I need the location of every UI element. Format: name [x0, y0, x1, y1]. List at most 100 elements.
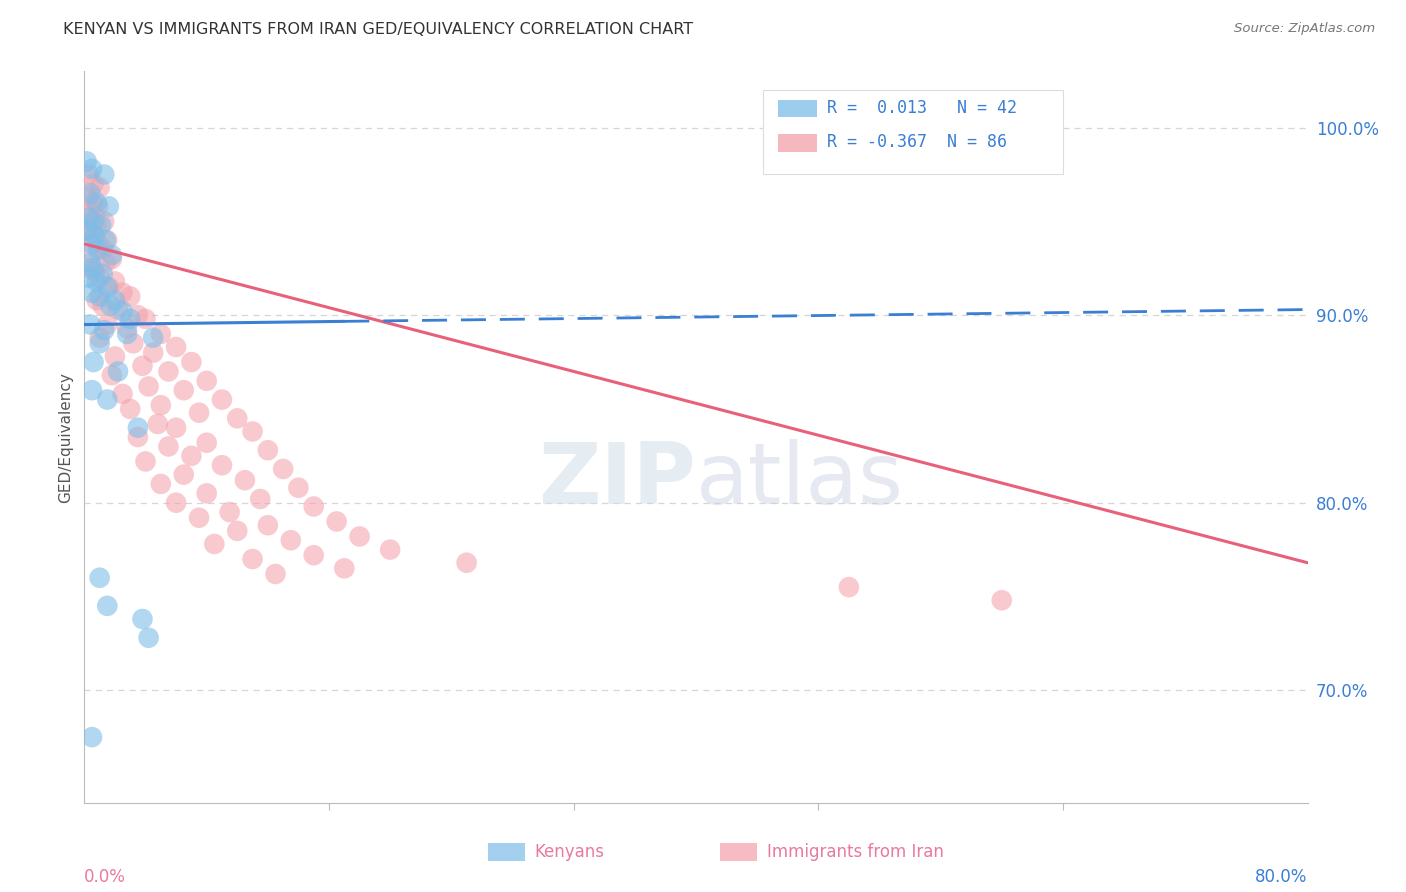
Point: [165, 496, 187, 510]
Point: [87, 243, 110, 257]
Point: [96, 233, 118, 247]
Point: [302, 548, 325, 562]
Point: [991, 593, 1014, 607]
Point: [211, 458, 233, 473]
Text: Immigrants from Iran: Immigrants from Iran: [766, 843, 943, 861]
Text: Source: ZipAtlas.com: Source: ZipAtlas.com: [1234, 22, 1375, 36]
Point: [142, 345, 165, 359]
Point: [173, 467, 195, 482]
Point: [80, 236, 103, 251]
Point: [79, 261, 101, 276]
Point: [80, 383, 103, 397]
Point: [195, 486, 218, 500]
Point: [80, 161, 103, 176]
Point: [111, 387, 134, 401]
Point: [122, 336, 145, 351]
Point: [77, 224, 100, 238]
Point: [188, 510, 211, 524]
Point: [165, 420, 187, 434]
Point: [79, 255, 101, 269]
Point: [218, 505, 240, 519]
Point: [96, 280, 118, 294]
Point: [93, 168, 115, 182]
Point: [93, 323, 115, 337]
Point: [86, 218, 108, 232]
Text: atlas: atlas: [696, 440, 904, 523]
Point: [302, 500, 325, 514]
Point: [195, 435, 218, 450]
Point: [131, 612, 153, 626]
Point: [115, 321, 138, 335]
Point: [94, 255, 117, 269]
Point: [90, 218, 112, 232]
Point: [104, 274, 127, 288]
Point: [173, 383, 195, 397]
Point: [96, 599, 118, 613]
Bar: [778, 100, 817, 118]
FancyBboxPatch shape: [763, 90, 1063, 174]
Point: [77, 270, 100, 285]
Point: [226, 411, 249, 425]
Point: [257, 518, 280, 533]
Point: [83, 227, 105, 242]
Point: [76, 224, 98, 238]
Point: [202, 537, 225, 551]
Point: [76, 190, 98, 204]
Point: [89, 270, 111, 285]
Point: [89, 331, 111, 345]
Point: [107, 364, 129, 378]
Point: [233, 473, 256, 487]
Point: [271, 462, 294, 476]
Point: [80, 285, 103, 300]
Point: [97, 280, 120, 294]
Point: [242, 552, 264, 566]
Point: [80, 195, 103, 210]
Point: [96, 318, 118, 332]
Point: [94, 233, 117, 247]
Point: [138, 379, 160, 393]
Point: [96, 392, 118, 407]
Point: [838, 580, 860, 594]
Point: [135, 312, 157, 326]
Point: [180, 355, 202, 369]
Bar: [720, 843, 758, 862]
Point: [226, 524, 249, 538]
Point: [115, 326, 138, 341]
Point: [257, 443, 280, 458]
Point: [142, 331, 165, 345]
Point: [111, 285, 134, 300]
Point: [97, 199, 120, 213]
Point: [89, 336, 111, 351]
Point: [104, 350, 127, 364]
Point: [149, 477, 172, 491]
Point: [91, 243, 114, 257]
Point: [157, 364, 180, 378]
Point: [79, 205, 101, 219]
Point: [380, 542, 402, 557]
Point: [93, 214, 115, 228]
Point: [349, 529, 371, 543]
Point: [84, 229, 107, 244]
Point: [127, 420, 149, 434]
Point: [149, 398, 172, 412]
Point: [180, 449, 202, 463]
Point: [80, 246, 103, 260]
Text: R =  0.013   N = 42: R = 0.013 N = 42: [827, 99, 1017, 117]
Point: [89, 571, 111, 585]
Point: [83, 214, 105, 228]
Text: Kenyans: Kenyans: [534, 843, 605, 861]
Point: [157, 440, 180, 454]
Point: [86, 274, 108, 288]
Point: [76, 154, 98, 169]
Point: [83, 177, 105, 191]
Point: [101, 252, 124, 266]
Point: [131, 359, 153, 373]
Point: [195, 374, 218, 388]
Point: [280, 533, 302, 548]
Point: [107, 302, 129, 317]
Point: [84, 265, 107, 279]
Point: [84, 211, 107, 225]
Point: [98, 299, 121, 313]
Point: [79, 186, 101, 201]
Bar: [488, 843, 524, 862]
